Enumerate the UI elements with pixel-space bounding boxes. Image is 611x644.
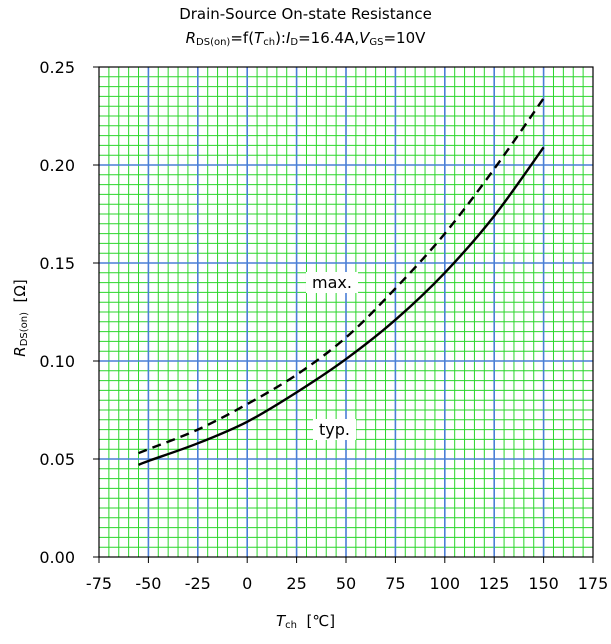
y-tick-label: 0.20 <box>39 156 75 175</box>
y-tick-label: 0.10 <box>39 352 75 371</box>
subtitle-cond-open: ): <box>275 29 286 47</box>
x-axis-label: Tch [℃] <box>0 612 611 631</box>
x-axis-symbol: T <box>275 612 286 630</box>
y-tick-label: 0.15 <box>39 254 75 273</box>
x-tick-label: -25 <box>185 574 211 593</box>
series-label-max: max. <box>306 272 358 293</box>
x-tick-label: 50 <box>336 574 356 593</box>
subtitle-v-sub: GS <box>369 37 384 48</box>
subtitle-mid: =f( <box>230 29 255 47</box>
x-tick-label: -75 <box>86 574 112 593</box>
subtitle-t-symbol: T <box>254 29 264 47</box>
y-tick-label: 0.25 <box>39 58 75 77</box>
x-tick-label: 0 <box>242 574 252 593</box>
y-axis-sub: DS(on) <box>19 311 30 347</box>
subtitle-i-sub: D <box>290 37 299 48</box>
subtitle-v-val: =10V <box>383 29 426 47</box>
y-axis-unit: [Ω] <box>11 279 29 303</box>
subtitle-y-symbol: R <box>185 29 197 47</box>
x-tick-label: 100 <box>430 574 461 593</box>
x-tick-label: 125 <box>479 574 510 593</box>
chart-subtitle: RDS(on)=f(Tch):ID=16.4A,VGS=10V <box>0 28 611 48</box>
x-tick-label: 150 <box>528 574 559 593</box>
subtitle-y-sub: DS(on) <box>196 37 231 48</box>
x-axis-unit: [℃] <box>306 612 336 630</box>
x-tick-label: -50 <box>135 574 161 593</box>
series-line-typ <box>138 146 545 466</box>
y-axis-label: RDS(on) [Ω] <box>11 279 30 357</box>
subtitle-v-symbol: V <box>359 29 370 47</box>
x-tick-label: 25 <box>286 574 306 593</box>
y-tick-label: 0.00 <box>39 548 75 567</box>
x-tick-label: 175 <box>578 574 609 593</box>
y-tick-label: 0.05 <box>39 450 75 469</box>
chart-title: Drain-Source On-state Resistance <box>179 5 432 23</box>
series-line-max <box>138 97 545 455</box>
subtitle-t-sub: ch <box>263 37 276 48</box>
series-label-typ: typ. <box>313 419 356 440</box>
x-tick-label: 75 <box>385 574 405 593</box>
subtitle-i-val: =16.4A, <box>298 29 360 47</box>
subtitle-i-symbol: I <box>285 29 291 47</box>
y-axis-symbol: R <box>11 346 29 357</box>
x-axis-sub: ch <box>285 620 297 631</box>
